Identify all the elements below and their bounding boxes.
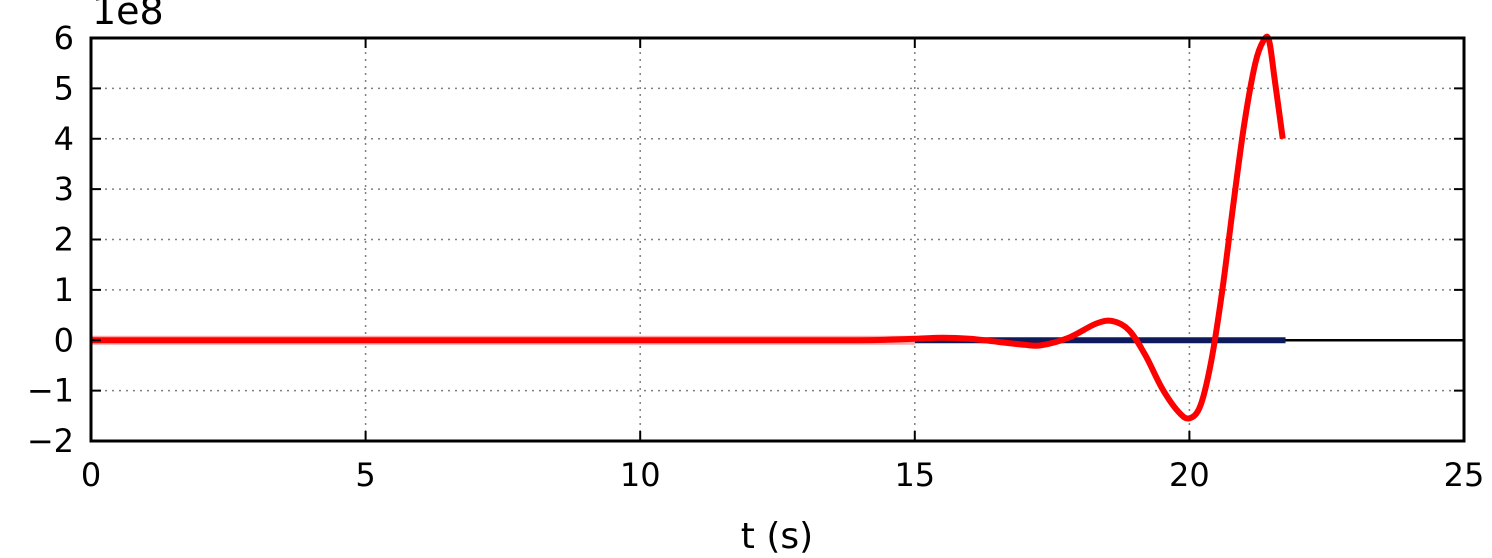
- y-tick-label: 3: [54, 170, 74, 208]
- x-tick-label: 20: [1169, 456, 1210, 494]
- x-tick-label: 5: [355, 456, 375, 494]
- y-tick-label: 6: [54, 19, 74, 57]
- y-tick-label: −1: [27, 372, 74, 410]
- x-tick-label: 0: [81, 456, 101, 494]
- x-axis-label: t (s): [741, 516, 813, 557]
- y-tick-label: 1: [54, 271, 74, 309]
- x-tick-label: 10: [620, 456, 661, 494]
- x-tick-label: 25: [1444, 456, 1485, 494]
- y-tick-label: 5: [54, 69, 74, 107]
- x-tick-label: 15: [894, 456, 935, 494]
- y-tick-label: 0: [54, 321, 74, 359]
- series-layer: [91, 33, 1464, 422]
- y-offset-label: 1e8: [92, 0, 164, 33]
- y-tick-label: 2: [54, 221, 74, 259]
- series-line-red: [91, 33, 1286, 422]
- tick-labels: 0 5 10 15 20 25 −2 −1 0 1 2 3 4 5 6: [27, 19, 1485, 494]
- grid-lines: [91, 38, 1464, 441]
- axes-frame: [89, 36, 1466, 443]
- y-tick-label: −2: [27, 422, 74, 460]
- y-tick-label: 4: [54, 120, 74, 158]
